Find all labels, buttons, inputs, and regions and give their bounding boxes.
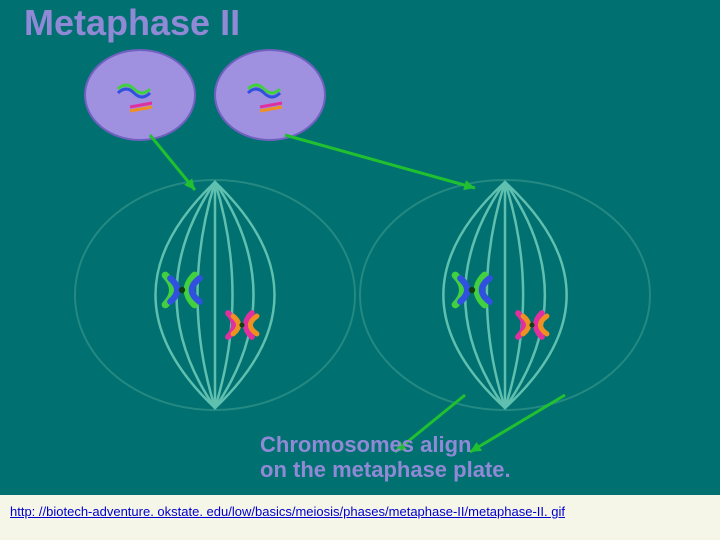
diagram-title: Metaphase II (24, 2, 240, 44)
diagram-svg (0, 0, 720, 495)
source-area: http: //biotech-adventure. okstate. edu/… (0, 495, 720, 540)
source-url-link[interactable]: http: //biotech-adventure. okstate. edu/… (10, 504, 565, 519)
metaphase-diagram: Metaphase II Chromosomes alignon the met… (0, 0, 720, 495)
diagram-caption: Chromosomes alignon the metaphase plate. (260, 432, 511, 483)
